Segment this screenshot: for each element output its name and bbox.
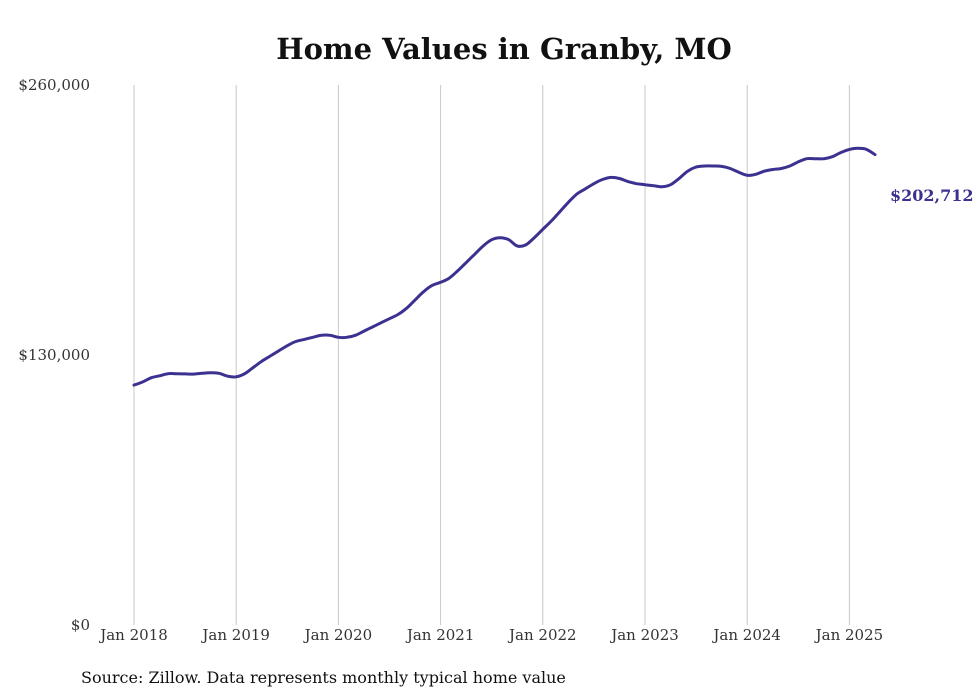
- y-tick-label: $130,000: [18, 346, 90, 364]
- x-axis: Jan 2018 Jan 2019 Jan 2020 Jan 2021 Jan 2022…: [98, 626, 883, 644]
- x-tick-label: Jan 2024: [711, 626, 781, 644]
- x-tick-label: Jan 2025: [814, 626, 884, 644]
- x-tick-label: Jan 2022: [507, 626, 577, 644]
- x-tick-label: Jan 2018: [98, 626, 168, 644]
- x-tick-label: Jan 2023: [609, 626, 679, 644]
- source-note: Source: Zillow. Data represents monthly …: [81, 668, 566, 687]
- x-tick-label: Jan 2019: [200, 626, 270, 644]
- chart-title: Home Values in Granby, MO: [276, 32, 732, 66]
- x-tick-label: Jan 2020: [303, 626, 373, 644]
- gridlines: [133, 85, 850, 625]
- y-tick-label: $260,000: [18, 76, 90, 94]
- series-line: [132, 146, 877, 387]
- y-axis: $0 $130,000 $260,000: [18, 76, 90, 634]
- end-value-label: $202,712: [890, 186, 974, 205]
- x-tick-label: Jan 2021: [405, 626, 475, 644]
- y-tick-label: $0: [71, 616, 90, 634]
